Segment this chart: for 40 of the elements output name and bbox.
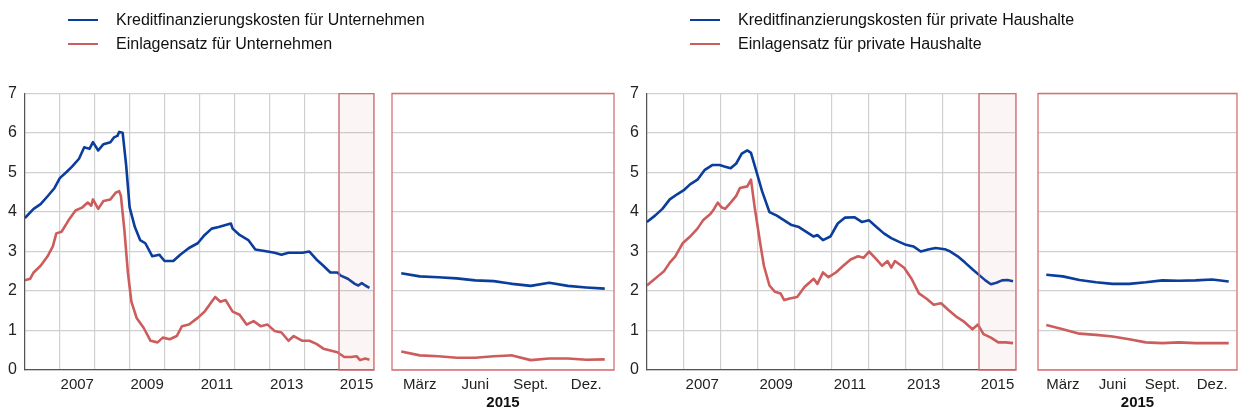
x-axis-title: 2015 — [486, 393, 520, 411]
y-tick-label: 3 — [7, 241, 17, 259]
x-tick-label: 2013 — [270, 375, 304, 393]
y-tick-label: 7 — [7, 84, 17, 102]
x-tick-label: 2009 — [130, 375, 164, 393]
legend-label: Kreditfinanzierungskosten für Unternehmen — [116, 11, 425, 29]
x-axis-title: 2015 — [1120, 393, 1155, 411]
x-tick-label: März — [403, 375, 437, 393]
x-tick-label: 2011 — [200, 375, 234, 393]
y-tick-label: 3 — [629, 241, 639, 259]
y-tick-label: 5 — [629, 162, 639, 180]
y-tick-label: 2 — [629, 281, 639, 299]
y-tick-label: 6 — [629, 123, 639, 141]
legend-label: Einlagensatz für Unternehmen — [116, 35, 333, 53]
legend-label: Einlagensatz für private Haushalte — [738, 35, 982, 53]
y-tick-label: 1 — [7, 320, 17, 338]
x-tick-label: Dez. — [1196, 375, 1228, 393]
y-tick-label: 6 — [7, 123, 17, 141]
y-tick-label: 4 — [7, 202, 17, 220]
legend-label: Kreditfinanzierungskosten für private Haushalte — [738, 11, 1075, 29]
y-tick-label: 0 — [7, 360, 17, 378]
x-tick-label: 2011 — [833, 375, 867, 393]
y-tick-label: 0 — [629, 360, 639, 378]
x-tick-label: Sept. — [513, 375, 549, 393]
y-tick-label: 1 — [629, 320, 639, 338]
x-tick-label: Juni — [461, 375, 490, 393]
x-tick-label: 2007 — [60, 375, 94, 393]
x-tick-label: 2015 — [980, 375, 1015, 393]
y-tick-label: 7 — [629, 84, 639, 102]
x-tick-label: 2015 — [339, 375, 374, 393]
x-tick-label: Juni — [1098, 375, 1127, 393]
x-tick-label: 2009 — [759, 375, 793, 393]
x-tick-label: 2007 — [685, 375, 719, 393]
y-tick-label: 2 — [7, 281, 17, 299]
y-tick-label: 5 — [7, 162, 17, 180]
x-tick-label: Dez. — [570, 375, 602, 393]
x-tick-label: Sept. — [1144, 375, 1180, 393]
x-tick-label: 2013 — [907, 375, 941, 393]
y-tick-label: 4 — [629, 202, 639, 220]
x-tick-label: März — [1046, 375, 1080, 393]
